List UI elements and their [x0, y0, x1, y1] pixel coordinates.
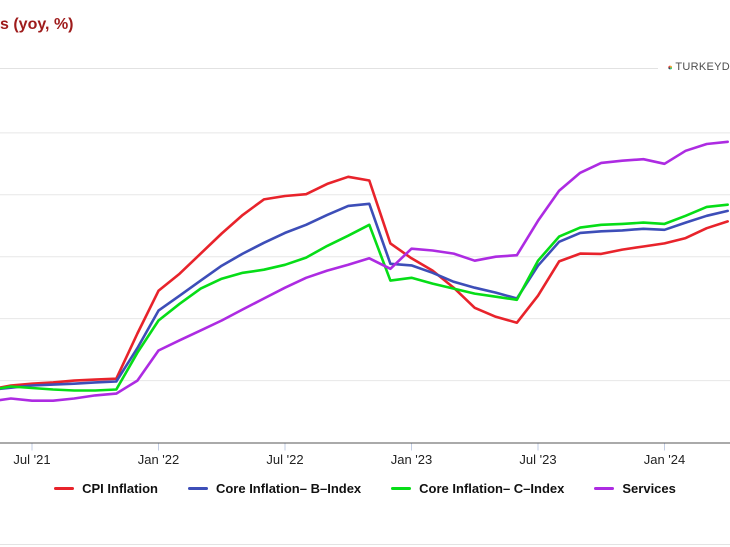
- legend-item-services[interactable]: Services: [594, 481, 676, 496]
- legend-label: Core Inflation– B–Index: [215, 481, 362, 496]
- legend-item-core-inflation-b-index[interactable]: Core Inflation– B–Index: [187, 481, 362, 496]
- x-axis-label: Jul '23: [519, 452, 557, 467]
- brand-name: TURKEYD: [675, 61, 730, 73]
- legend-item-cpi-inflation[interactable]: CPI Inflation: [54, 481, 158, 496]
- legend-label: Core Inflation– C–Index: [419, 481, 565, 496]
- x-axis-label: Jul '21: [13, 452, 51, 467]
- x-axis-label: Jan '24: [643, 452, 686, 467]
- title-divider: [0, 68, 658, 69]
- bottom-divider: [0, 544, 730, 545]
- legend-label: Services: [622, 481, 676, 496]
- legend-swatch: [54, 487, 75, 490]
- page-title: s (yoy, %): [0, 16, 74, 33]
- brand-watermark: TURKEYD: [668, 57, 730, 77]
- legend-swatch: [391, 487, 412, 490]
- pie-chart-icon: [668, 65, 673, 69]
- x-axis-label: Jan '22: [137, 452, 180, 467]
- series-line-core-inflation-b-index[interactable]: [0, 202, 730, 391]
- chart-legend: CPI Inflation Core Inflation– B–Index Core…: [0, 481, 730, 496]
- legend-swatch: [187, 487, 208, 490]
- x-axis-label: Jan '23: [390, 452, 433, 467]
- series-line-cpi-inflation[interactable]: [0, 175, 730, 390]
- series-line-services[interactable]: [0, 140, 730, 403]
- x-axis-label: Jul '22: [266, 452, 304, 467]
- series-line-core-inflation-c-index[interactable]: [0, 203, 730, 392]
- legend-label: CPI Inflation: [82, 481, 158, 496]
- legend-item-core-inflation-c-index[interactable]: Core Inflation– C–Index: [391, 481, 564, 496]
- legend-swatch: [594, 487, 615, 490]
